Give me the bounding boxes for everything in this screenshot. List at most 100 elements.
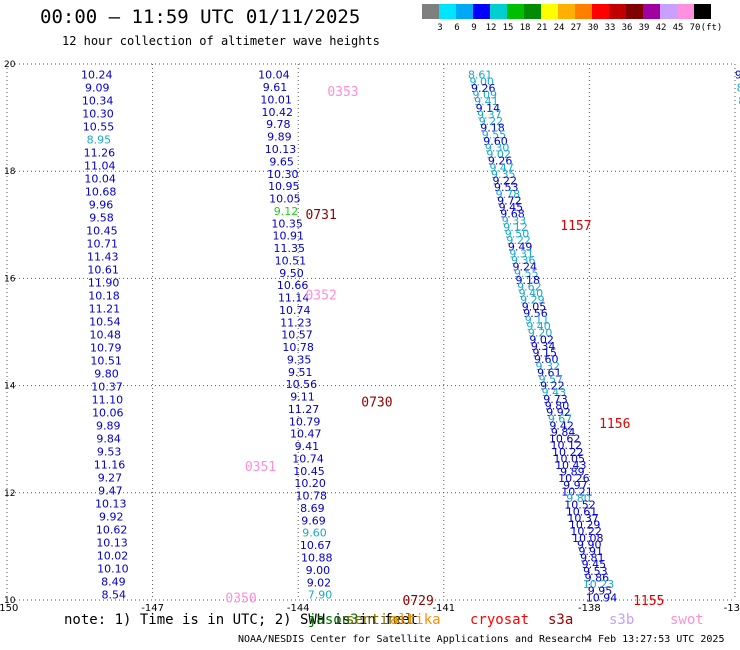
- scale-swatch: [609, 4, 626, 19]
- wave-height-label: 9.09: [473, 89, 498, 102]
- wave-height-label: 10.26: [558, 472, 590, 485]
- wave-height-label: 9.47: [98, 485, 123, 498]
- pass-time-label: 0729: [403, 594, 434, 609]
- wave-height-label: 9.18: [516, 274, 541, 287]
- scale-tick-label: 15: [502, 23, 514, 33]
- scale-swatch: [694, 4, 711, 19]
- wave-height-label: 11.10: [92, 394, 124, 407]
- wave-height-label: 9.14: [476, 102, 501, 115]
- scale-swatch: [660, 4, 677, 19]
- chart-title: 00:00 – 11:59 UTC 01/11/2025: [40, 6, 361, 28]
- wave-height-label: 9.89: [560, 466, 585, 479]
- wave-height-label: 9.40: [526, 320, 551, 333]
- x-tick-label: -135: [724, 603, 740, 614]
- scale-swatch: [592, 4, 609, 19]
- wave-height-label: 11.90: [88, 277, 120, 290]
- satellite-altika: altika: [390, 612, 441, 628]
- scale-swatch: [473, 4, 490, 19]
- y-tick-label: 12: [4, 489, 15, 499]
- wave-height-label: 8.54: [102, 589, 127, 602]
- wave-height-label: 9.20: [528, 327, 553, 340]
- wave-height-label: 10.22: [552, 446, 584, 459]
- scale-swatch: [439, 4, 456, 19]
- scale-unit: (ft): [700, 23, 723, 33]
- wave-height-label: 9.35: [491, 168, 516, 181]
- scale-swatch: [677, 4, 694, 19]
- y-tick-label: 14: [4, 382, 16, 392]
- wave-height-label: 9.42: [549, 419, 574, 432]
- x-tick-label: -147: [141, 603, 164, 614]
- wave-height-label: 10.68: [85, 186, 117, 199]
- wave-height-label: 9.73: [543, 393, 568, 406]
- scale-tick-label: 24: [553, 23, 565, 33]
- pass-time-label: 0350: [225, 591, 256, 606]
- wave-height-label: 9.41: [295, 440, 320, 453]
- wave-height-label: 9.72: [497, 194, 522, 207]
- scale-tick-label: 3: [437, 23, 443, 33]
- wave-height-label: 9.33: [502, 214, 527, 227]
- wave-height-label: 9.26: [488, 155, 513, 168]
- scale-tick-label: 9: [471, 23, 477, 33]
- scale-tick-label: 12: [485, 23, 497, 33]
- wave-height-label: 10.47: [290, 428, 322, 441]
- wave-height-label: 9.45: [582, 558, 607, 571]
- scale-tick-label: 21: [536, 23, 548, 33]
- wave-height-label: 10.55: [83, 121, 115, 134]
- x-tick-label: -141: [432, 603, 455, 614]
- wave-height-label: 9.12: [503, 221, 528, 234]
- wave-height-label: 9.78: [496, 188, 521, 201]
- satellite-s3b: s3b: [609, 612, 635, 628]
- wave-height-label: 11.35: [274, 242, 306, 255]
- x-tick-label: -138: [578, 603, 601, 614]
- wave-height-label: 9.55: [514, 267, 539, 280]
- wave-height-label: 9.34: [531, 340, 556, 353]
- wave-height-label: 9.29: [520, 294, 545, 307]
- pass-time-label: 0353: [327, 85, 358, 100]
- wave-height-label: 10.02: [97, 550, 129, 563]
- wave-height-label: 9.22: [506, 234, 531, 247]
- wave-height-label: 9.00: [469, 75, 494, 88]
- wave-height-label: 9.80: [545, 399, 570, 412]
- wave-height-label: 10.29: [569, 519, 601, 532]
- wave-height-label: 9.56: [523, 307, 548, 320]
- wave-height-label: 11.43: [87, 251, 119, 264]
- scale-tick-label: 18: [519, 23, 531, 33]
- wave-height-label: 9.15: [532, 347, 557, 360]
- wave-height-label: 9.61: [537, 366, 562, 379]
- wave-height-label: 9.02: [529, 333, 554, 346]
- wave-height-label: 9.50: [505, 227, 530, 240]
- wave-height-label: 9.60: [483, 135, 508, 148]
- wave-height-label: 8.95: [87, 134, 112, 147]
- y-tick-label: 10: [4, 596, 16, 606]
- scale-swatch: [575, 4, 592, 19]
- wave-height-label: 10.88: [301, 552, 333, 565]
- wave-height-label: 10.56: [286, 378, 318, 391]
- wave-height-label: 9.67: [548, 413, 573, 426]
- footer-note: note: 1) Time is in UTC; 2) SWH is in fe…: [64, 612, 419, 628]
- wave-height-label: 9.65: [269, 155, 294, 168]
- wave-height-label: 10.54: [89, 316, 121, 329]
- wave-height-label: 9.26: [471, 82, 496, 95]
- wave-height-label: 9.92: [99, 511, 124, 524]
- wave-height-label: 10.06: [92, 407, 124, 420]
- wave-height-label: 9.22: [479, 115, 504, 128]
- satellite-s3a: s3a: [548, 612, 574, 628]
- wave-height-label: 10.74: [292, 452, 324, 465]
- wave-height-label: 11.26: [84, 147, 116, 160]
- wave-height-label: 10.23: [583, 578, 615, 591]
- wave-height-label: 9.53: [494, 181, 519, 194]
- scale-tick-label: 6: [454, 23, 460, 33]
- scale-swatch: [643, 4, 660, 19]
- x-tick-label: -150: [0, 603, 18, 614]
- wave-height-label: 9.22: [493, 175, 518, 188]
- wave-height-label: 10.13: [265, 143, 297, 156]
- pass-time-label: 1155: [633, 594, 664, 609]
- wave-height-label: 10.61: [566, 505, 598, 518]
- wave-height-label: 10.37: [567, 512, 599, 525]
- y-tick-label: 18: [4, 167, 16, 177]
- wave-height-label: 9.58: [89, 212, 114, 225]
- generation-timestamp: 4 Feb 13:27:53 UTC 2025: [586, 634, 725, 645]
- wave-height-label: 10.79: [90, 342, 122, 355]
- wave-height-label: 8.69: [300, 502, 325, 515]
- wave-height-label: 9.90: [577, 538, 602, 551]
